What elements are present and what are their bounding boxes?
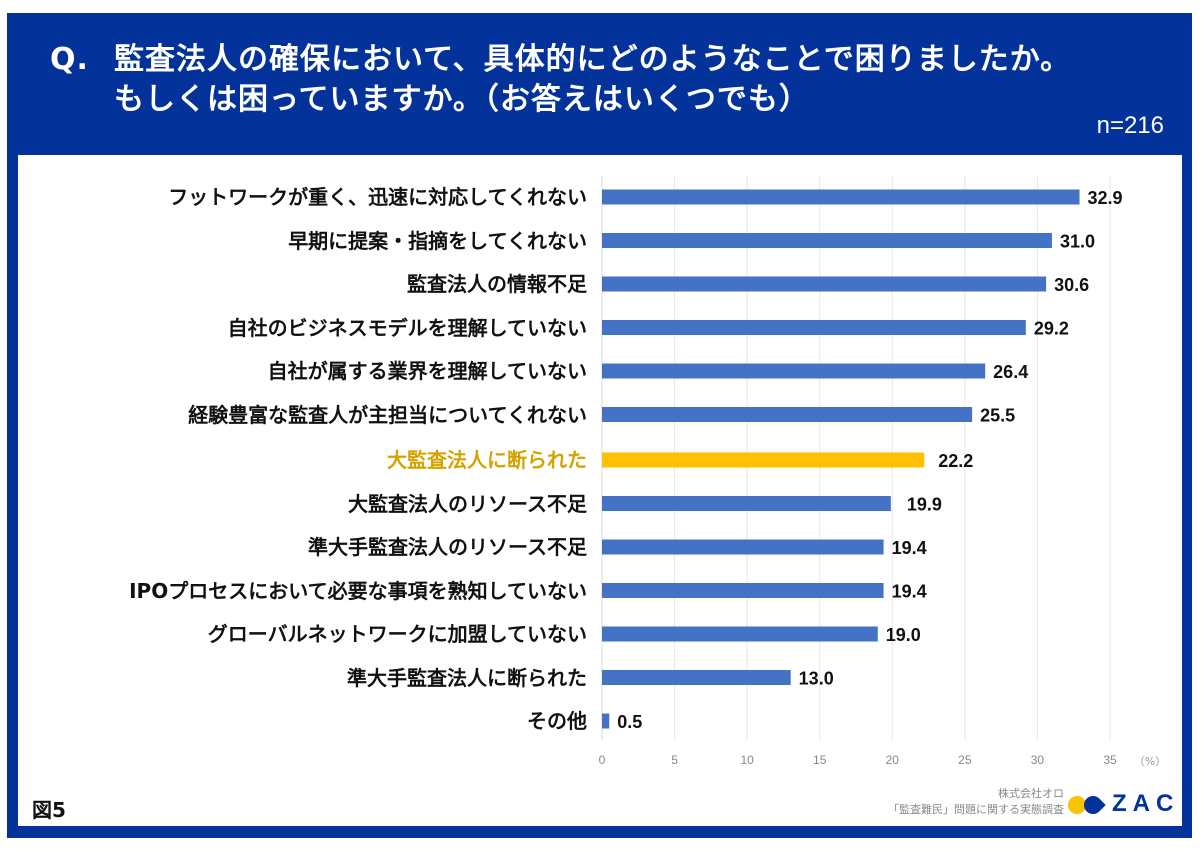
category-label: 自社のビジネスモデルを理解していない (227, 315, 587, 340)
x-tick-label: 20 (886, 753, 900, 767)
chart-panel (18, 155, 1182, 826)
bar (602, 276, 1047, 292)
data-label: 13.0 (799, 669, 834, 689)
data-label: 29.2 (1034, 319, 1069, 339)
data-label: 19.9 (907, 495, 942, 515)
category-label: IPOプロセスにおいて必要な事項を熟知していない (129, 578, 587, 603)
sample-size: n=216 (1096, 112, 1164, 139)
data-label: 22.2 (938, 451, 973, 471)
data-label: 0.5 (617, 712, 642, 732)
logo-yellow-dot-icon (1068, 796, 1086, 814)
question-title: Q. 監査法人の確保において、具体的にどのようなことで困りましたか。 もしくは困っ… (50, 40, 1071, 120)
logo-blue-drop-icon (1080, 792, 1106, 818)
zac-logo: ZAC (1068, 790, 1180, 818)
data-label: 26.4 (993, 362, 1028, 382)
category-label: 自社が属する業界を理解していない (267, 359, 587, 383)
category-label: 早期に提案・指摘をしてくれない (288, 228, 587, 253)
company-name: 株式会社オロ (998, 787, 1064, 800)
x-tick-label: 30 (1031, 753, 1045, 767)
category-label: 大監査法人に断られた (387, 448, 587, 472)
category-label: フットワークが重く、迅速に対応してくれない (168, 185, 587, 209)
data-label: 31.0 (1060, 232, 1095, 252)
bar (602, 189, 1080, 205)
x-tick-label: 10 (740, 753, 754, 767)
category-label: 準大手監査法人のリソース不足 (308, 535, 587, 559)
title-line-1: 監査法人の確保において、具体的にどのようなことで困りましたか。 (114, 42, 1072, 77)
data-label: 19.4 (892, 582, 927, 602)
data-label: 32.9 (1088, 188, 1123, 208)
category-label: 準大手監査法人に断られた (347, 665, 587, 690)
data-label: 25.5 (980, 406, 1015, 426)
x-tick-label: 15 (813, 753, 827, 767)
question-prefix: Q. (50, 42, 89, 77)
survey-name: 「監査難民」問題に関する実態調査 (888, 803, 1064, 816)
bar (602, 539, 884, 555)
data-label: 19.0 (886, 625, 921, 645)
bar (602, 320, 1026, 335)
bar-highlight (602, 452, 925, 468)
category-label: 経験豊富な監査人が主担当についてくれない (188, 402, 587, 427)
category-label: 監査法人の情報不足 (407, 272, 587, 296)
bar (602, 583, 884, 598)
x-tick-label: 35 (1103, 753, 1117, 767)
bar (602, 713, 610, 729)
bar (602, 670, 791, 685)
figure-label: 図5 (32, 798, 66, 822)
logo-text: ZAC (1112, 790, 1180, 817)
category-label: グローバルネットワークに加盟していない (207, 622, 587, 646)
bar (602, 626, 878, 642)
x-unit-label: （%） (1134, 755, 1166, 768)
category-label: 大監査法人のリソース不足 (348, 491, 587, 516)
x-tick-label: 0 (599, 753, 606, 767)
title-line-2: もしくは困っていますか。（お答えはいくつでも） (114, 82, 810, 117)
data-label: 19.4 (892, 538, 927, 558)
x-tick-label: 5 (671, 753, 678, 767)
bar (602, 233, 1052, 248)
x-tick-label: 25 (958, 753, 972, 767)
data-label: 30.6 (1054, 275, 1089, 295)
bar (602, 363, 986, 379)
bar (602, 496, 891, 511)
bar (602, 407, 973, 422)
category-label: その他 (527, 709, 587, 733)
credit: 株式会社オロ 「監査難民」問題に関する実態調査 (888, 786, 1064, 818)
